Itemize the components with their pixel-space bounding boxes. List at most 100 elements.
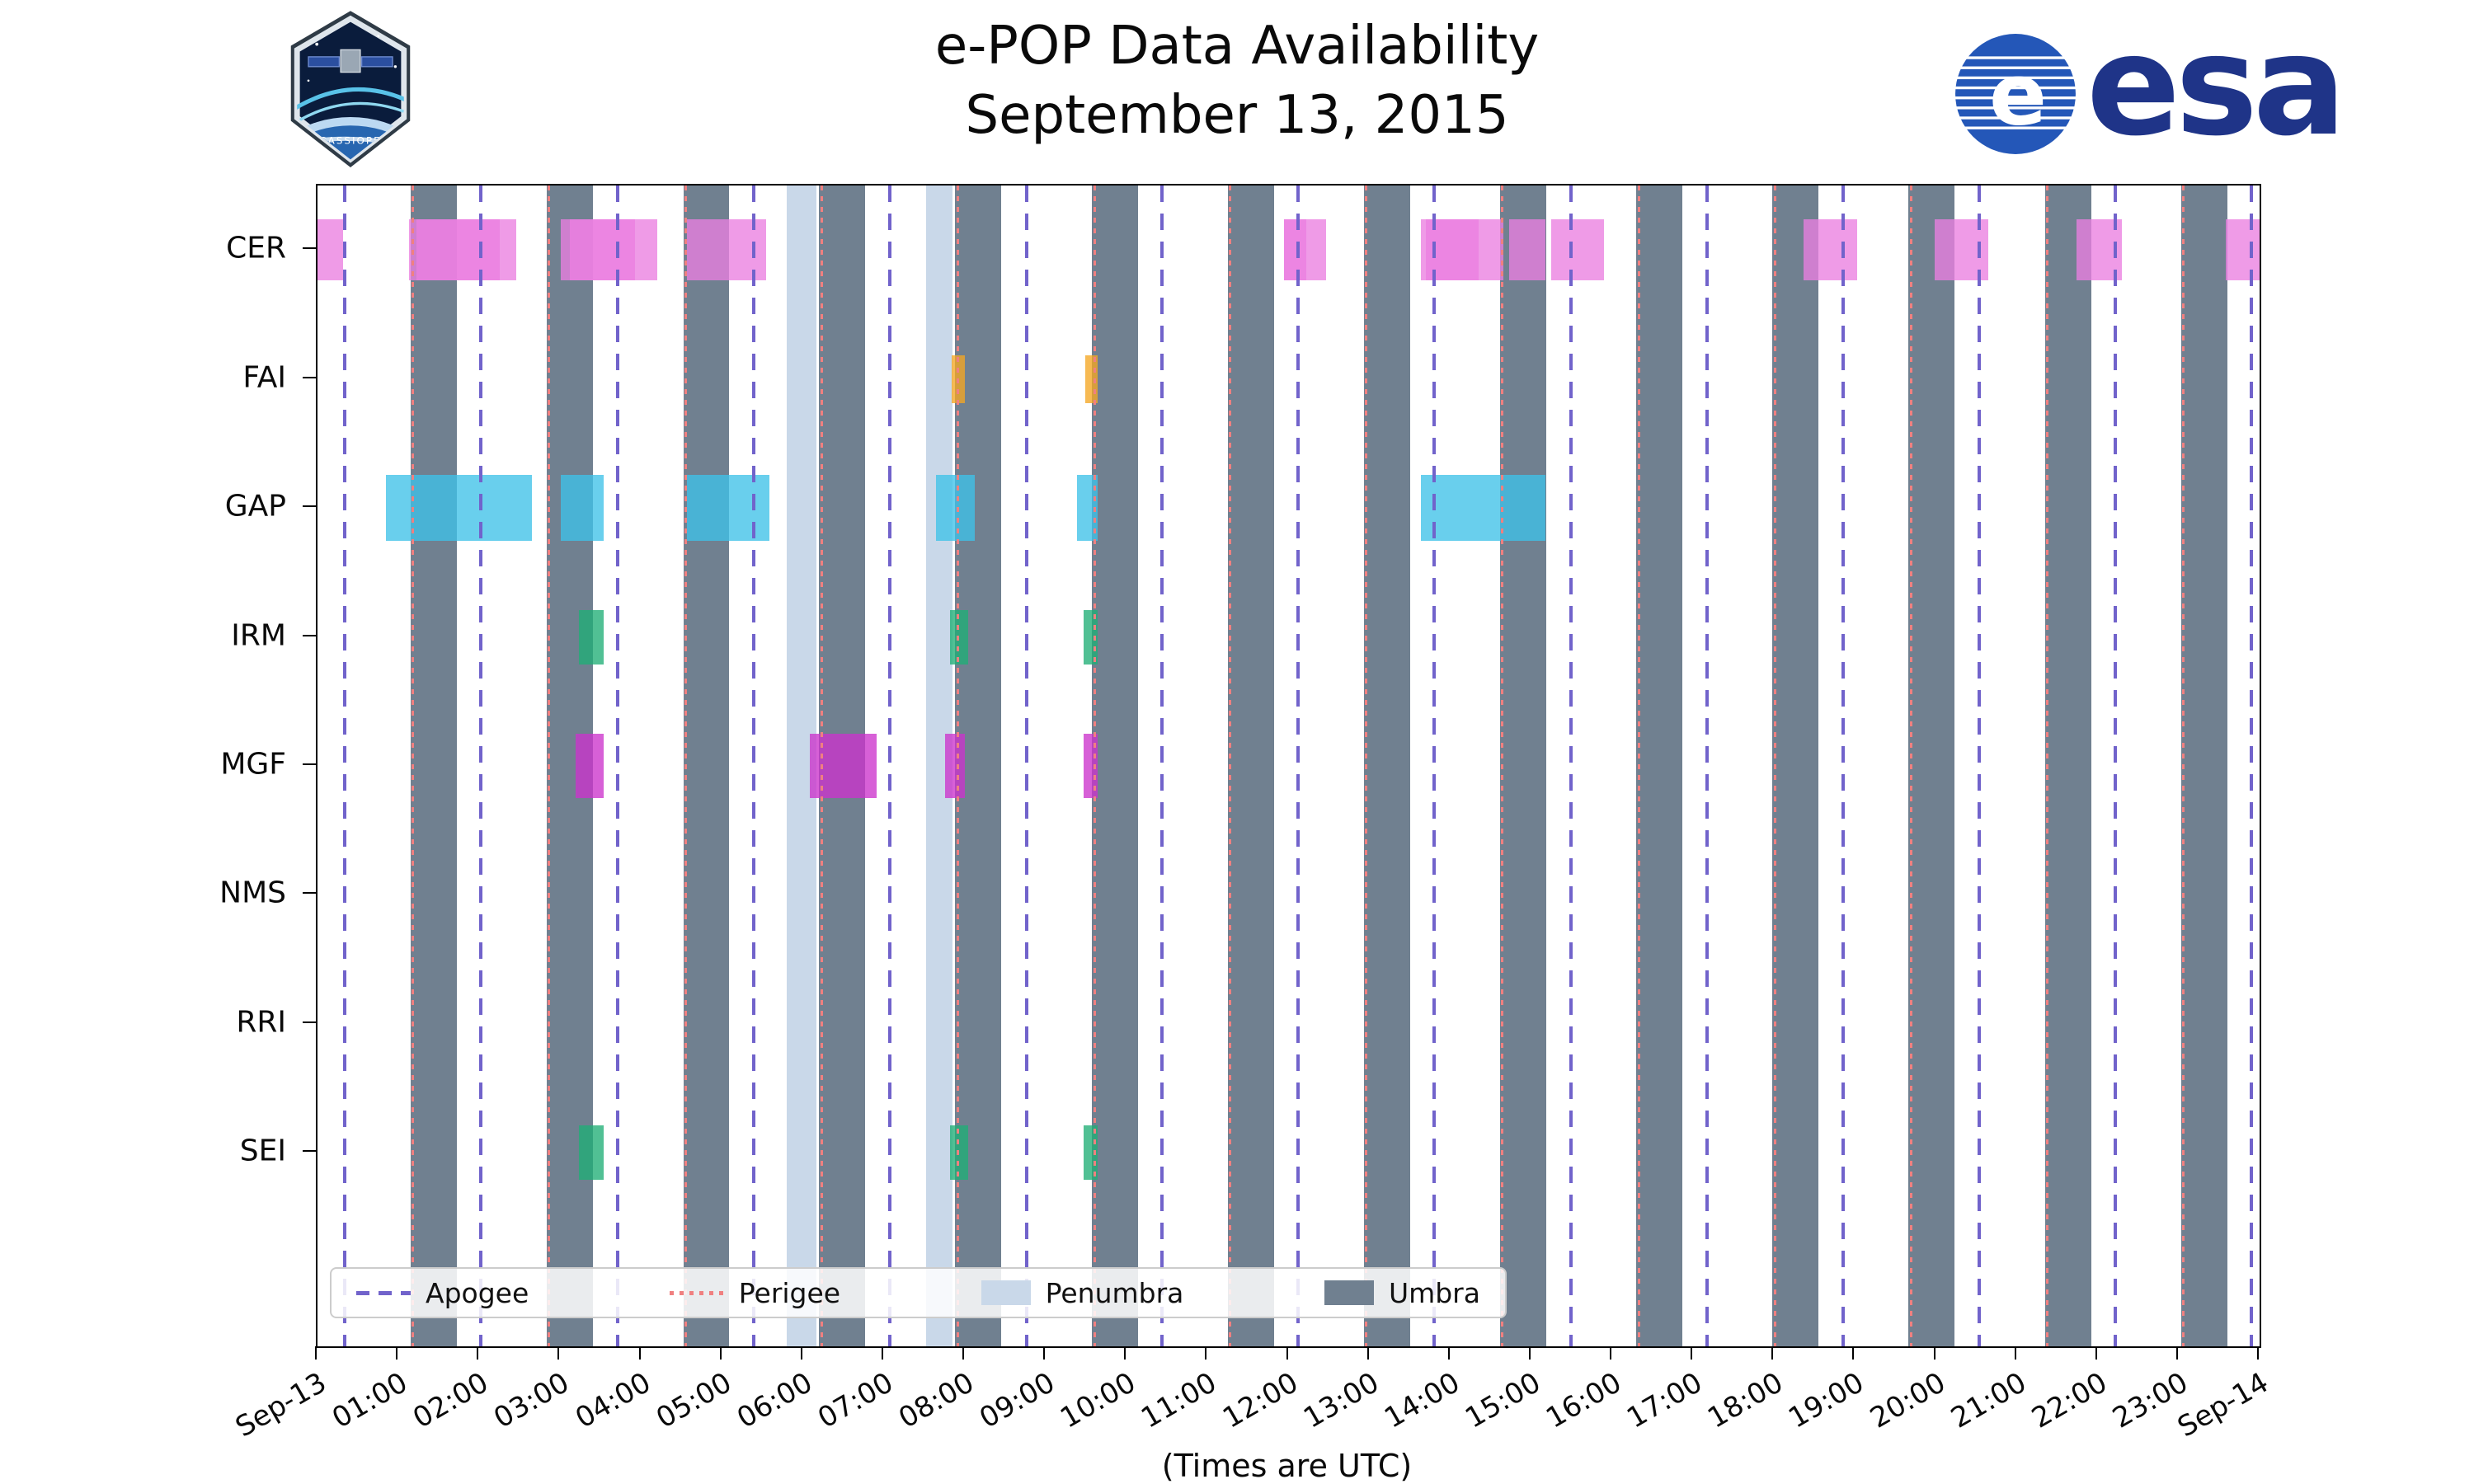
legend: Apogee Perigee Penumbra Umbra xyxy=(330,1267,1507,1318)
apogee-line xyxy=(1024,186,1028,1346)
perigee-line xyxy=(1637,186,1640,1346)
y-tick-mark xyxy=(303,1150,316,1153)
x-tick-mark xyxy=(1933,1346,1935,1360)
x-tick-label: 03:00 xyxy=(488,1366,576,1435)
x-tick-mark xyxy=(396,1346,398,1360)
gap-bar xyxy=(386,475,533,542)
x-tick-mark xyxy=(557,1346,560,1360)
y-tick-label-gap: GAP xyxy=(224,489,286,524)
x-tick-mark xyxy=(800,1346,802,1360)
x-tick-mark xyxy=(1124,1346,1126,1360)
legend-item-apogee: Apogee xyxy=(356,1277,529,1309)
legend-swatch-penumbra xyxy=(981,1280,1031,1305)
legend-item-perigee: Perigee xyxy=(669,1276,841,1309)
apogee-line xyxy=(887,186,891,1346)
x-tick-label: 05:00 xyxy=(650,1366,737,1435)
esa-emblem-icon: e xyxy=(1955,34,2076,154)
y-tick-mark xyxy=(303,247,316,250)
x-axis-ticks xyxy=(315,1346,2259,1360)
x-tick-label: 19:00 xyxy=(1783,1366,1870,1435)
legend-label-penumbra: Penumbra xyxy=(1045,1276,1184,1309)
plot-area: Apogee Perigee Penumbra Umbra xyxy=(316,184,2261,1348)
apogee-line xyxy=(1841,186,1845,1346)
orbit-event-lines-layer xyxy=(317,186,2260,1346)
x-tick-mark xyxy=(315,1346,317,1360)
perigee-line xyxy=(1229,186,1232,1346)
mgf-bar xyxy=(945,734,965,798)
apogee-line xyxy=(479,186,483,1346)
apogee-line xyxy=(1296,186,1300,1346)
apogee-line xyxy=(2250,186,2254,1346)
apogee-line xyxy=(1160,186,1164,1346)
y-tick-label-sei: SEI xyxy=(239,1134,286,1168)
y-tick-label-rri: RRI xyxy=(236,1005,286,1040)
apogee-line xyxy=(616,186,620,1346)
legend-swatch-apogee xyxy=(356,1290,411,1295)
x-tick-label: 15:00 xyxy=(1460,1366,1546,1435)
x-tick-label: 10:00 xyxy=(1055,1366,1142,1435)
cer-bar xyxy=(1283,219,1307,281)
star xyxy=(307,79,310,82)
umbra-band xyxy=(1227,186,1274,1346)
apogee-line xyxy=(1432,186,1437,1346)
y-tick-label-cer: CER xyxy=(226,231,286,265)
x-tick-mark xyxy=(1691,1346,1693,1360)
x-tick-mark xyxy=(1852,1346,1855,1360)
esa-logo: e esa xyxy=(1953,16,2346,163)
cer-bar xyxy=(570,219,635,281)
umbra-band xyxy=(1772,186,1819,1346)
cer-bar xyxy=(1803,219,1858,281)
perigee-line xyxy=(1773,186,1776,1346)
y-tick-mark xyxy=(303,763,316,765)
gap-bar xyxy=(935,475,975,542)
perigee-line xyxy=(1909,186,1912,1346)
irm-bar xyxy=(950,609,968,665)
perigee-line xyxy=(820,186,823,1346)
orbit-swoosh xyxy=(297,87,404,110)
x-tick-label: Sep-14 xyxy=(2172,1366,2274,1444)
gap-bar xyxy=(687,475,769,542)
x-tick-mark xyxy=(1043,1346,1046,1360)
perigee-line xyxy=(1365,186,1368,1346)
apogee-line xyxy=(1705,186,1709,1346)
y-tick-mark xyxy=(303,634,316,636)
y-tick-label-fai: FAI xyxy=(242,360,286,395)
x-tick-mark xyxy=(1447,1346,1450,1360)
x-tick-label: 02:00 xyxy=(407,1366,495,1435)
legend-label-perigee: Perigee xyxy=(738,1276,841,1309)
star xyxy=(393,65,397,68)
umbra-band xyxy=(1092,186,1138,1346)
legend-swatch-perigee xyxy=(669,1290,724,1295)
gap-bar xyxy=(1421,475,1545,542)
title-line-1: e-POP Data Availability xyxy=(934,16,1540,77)
y-tick-label-nms: NMS xyxy=(219,876,286,910)
x-tick-label: 04:00 xyxy=(569,1366,656,1435)
x-tick-mark xyxy=(1205,1346,1207,1360)
legend-swatch-umbra xyxy=(1324,1280,1374,1305)
esa-emblem-e: e xyxy=(1989,45,2047,144)
x-tick-label: 20:00 xyxy=(1864,1366,1951,1435)
y-tick-mark xyxy=(303,892,316,895)
legend-item-penumbra: Penumbra xyxy=(981,1276,1184,1309)
x-axis-label: (Times are UTC) xyxy=(1161,1448,1413,1484)
x-tick-mark xyxy=(477,1346,479,1360)
x-tick-mark xyxy=(2175,1346,2178,1360)
patch-wordmark: CASSIOPE xyxy=(319,134,381,146)
satellite-icon xyxy=(308,49,393,73)
umbra-band xyxy=(410,186,457,1346)
umbra-band xyxy=(1363,186,1410,1346)
cer-bar xyxy=(317,219,344,281)
x-tick-mark xyxy=(719,1346,722,1360)
x-tick-label: 08:00 xyxy=(893,1366,980,1435)
umbra-band xyxy=(1499,186,1546,1346)
cer-bar xyxy=(1551,219,1605,281)
x-tick-mark xyxy=(962,1346,964,1360)
perigee-line xyxy=(2182,186,2185,1346)
x-tick-mark xyxy=(638,1346,641,1360)
x-tick-mark xyxy=(2095,1346,2097,1360)
perigee-line xyxy=(412,186,415,1346)
perigee-line xyxy=(684,186,687,1346)
irm-bar xyxy=(578,609,604,665)
cer-bar xyxy=(2225,219,2260,281)
